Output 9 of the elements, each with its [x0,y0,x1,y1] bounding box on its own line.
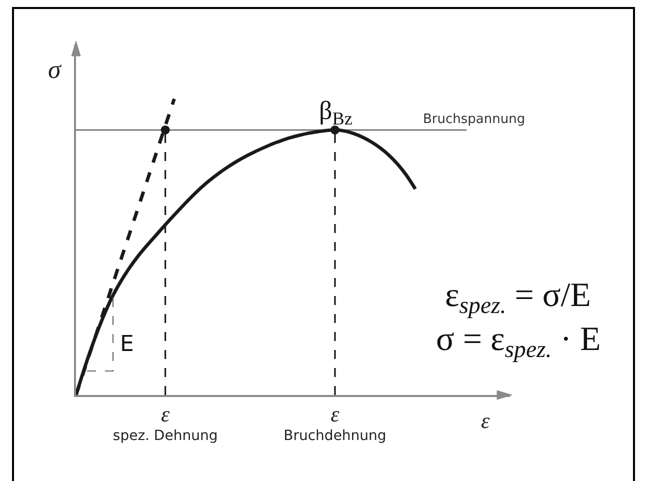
x-tick-label: ε Bruchdehnung [284,402,386,444]
x-axis-title: ε [481,408,490,433]
annotation: σ = ε$_{spez.}$ · E [436,321,601,364]
annotation: ε$_{spez.}$ = σ/E [445,277,591,320]
y-axis-title: σ [48,55,62,84]
annotation: β$_{Bz}$ [319,96,352,128]
ref-line-label: Bruchspannung [423,112,526,127]
x-tick-label: ε spez. Dehnung [112,402,218,444]
annotation: E [120,332,134,357]
